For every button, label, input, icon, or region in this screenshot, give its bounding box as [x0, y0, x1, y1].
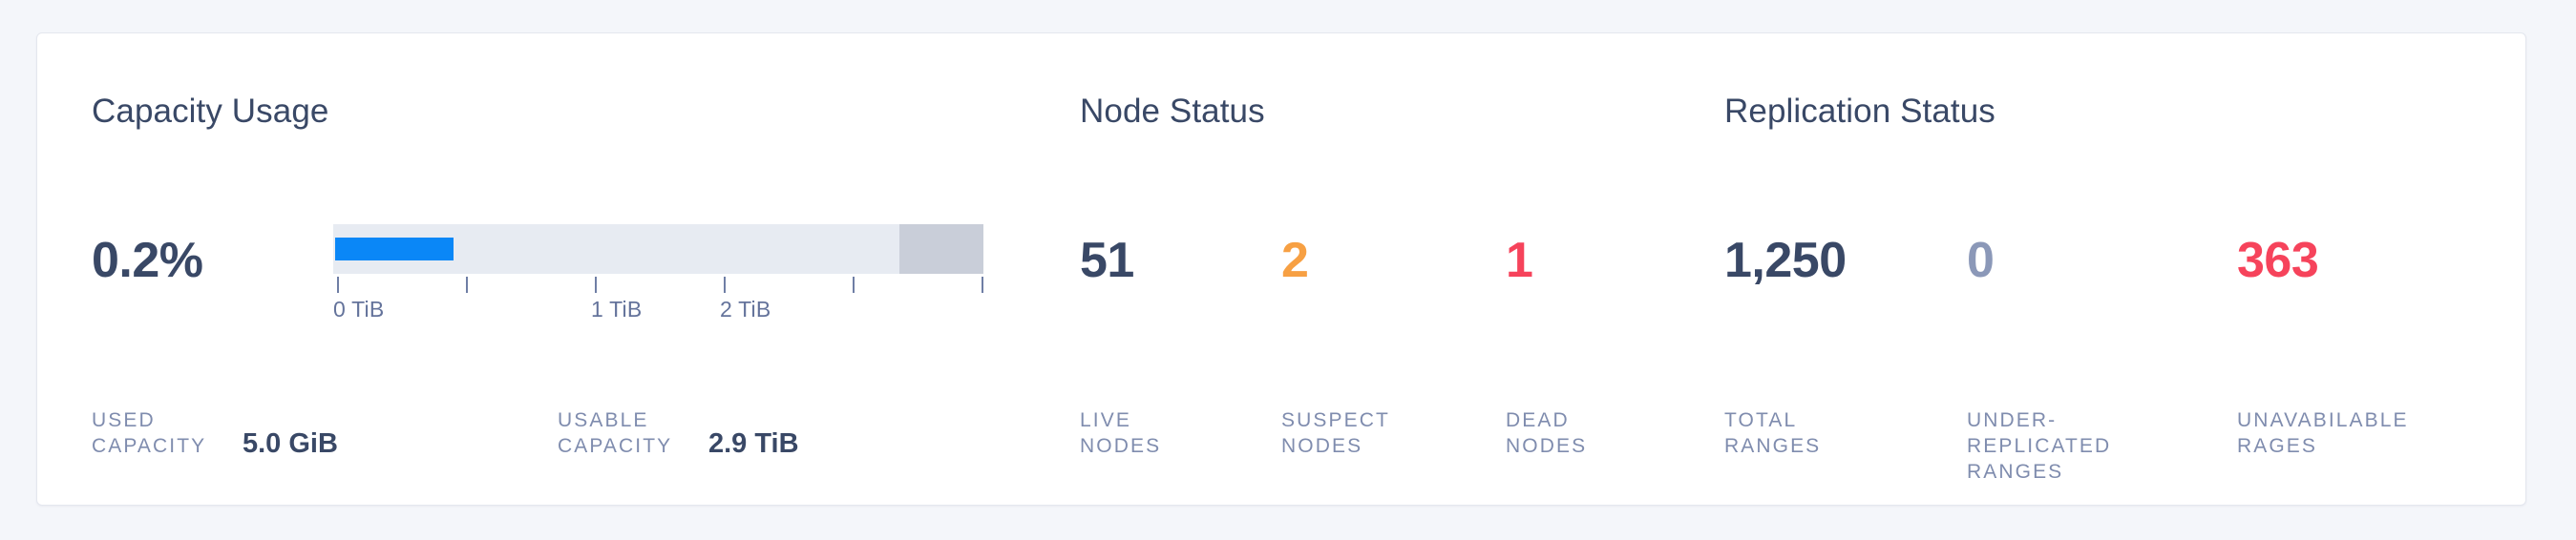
stat-live-nodes-value: 51 — [1080, 233, 1134, 288]
metric-usable-capacity-value: 2.9 TiB — [708, 428, 799, 459]
stat-unavailable-ranges-label: UNAVABILABLE RAGES — [2237, 409, 2409, 457]
capacity-bar-fill — [335, 238, 454, 260]
axis-tick — [337, 277, 339, 293]
metric-usable-capacity-label: USABLE CAPACITY — [558, 409, 673, 457]
stat-dead-nodes-value: 1 — [1506, 233, 1533, 288]
axis-tick — [724, 277, 726, 293]
cluster-overview-card: Capacity Usage 0.2% 0 TiB — [36, 32, 2526, 506]
stat-under-replicated-ranges-label: UNDER- REPLICATED RANGES — [1967, 409, 2112, 483]
axis-tick — [853, 277, 855, 293]
stat-under-replicated-ranges-value: 0 — [1967, 233, 1995, 288]
capacity-bar-chart: 0 TiB 1 TiB 2 TiB — [333, 224, 983, 327]
axis-tick-label-2: 2 TiB — [720, 297, 771, 322]
axis-tick — [466, 277, 468, 293]
stat-suspect-nodes-label: SUSPECT NODES — [1281, 409, 1390, 457]
stat-unavailable-ranges-value: 363 — [2237, 233, 2319, 288]
metric-used-capacity-value: 5.0 GiB — [243, 428, 338, 459]
capacity-usage-percent: 0.2% — [92, 233, 203, 288]
axis-tick — [595, 277, 597, 293]
capacity-usage-title: Capacity Usage — [92, 93, 329, 130]
axis-tick-label-1: 1 TiB — [591, 297, 643, 322]
metric-used-capacity-label: USED CAPACITY — [92, 409, 207, 457]
capacity-bar-remaining — [899, 224, 983, 274]
capacity-bar-axis: 0 TiB 1 TiB 2 TiB — [333, 274, 983, 327]
node-status-title: Node Status — [1080, 93, 1265, 130]
stat-dead-nodes-label: DEAD NODES — [1506, 409, 1588, 457]
axis-tick-label-0: 0 TiB — [333, 297, 385, 322]
capacity-usage-chart-row: 0.2% 0 TiB 1 TiB — [92, 224, 1046, 339]
capacity-bar-track — [333, 224, 983, 274]
replication-status-title: Replication Status — [1724, 93, 1995, 130]
axis-tick — [982, 277, 983, 293]
stat-live-nodes-label: LIVE NODES — [1080, 409, 1162, 457]
stat-suspect-nodes-value: 2 — [1281, 233, 1309, 288]
stat-total-ranges-label: TOTAL RANGES — [1724, 409, 1822, 457]
stat-total-ranges-value: 1,250 — [1724, 233, 1847, 288]
